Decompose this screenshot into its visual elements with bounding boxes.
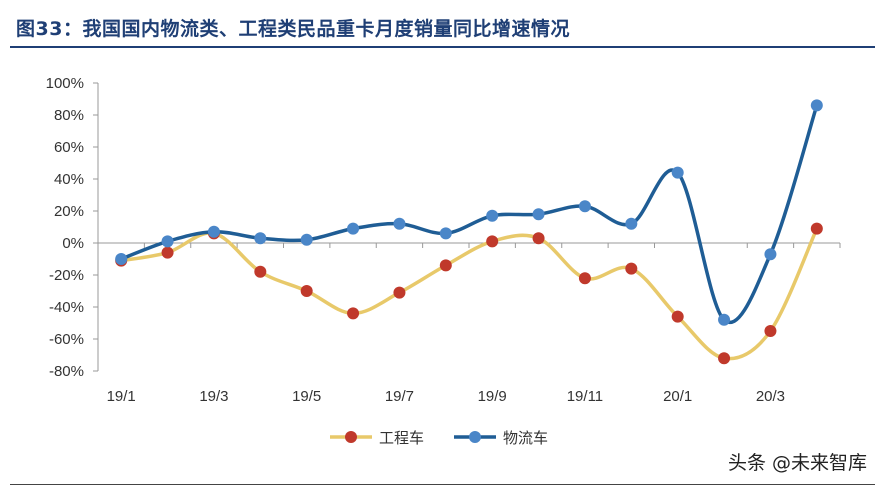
y-tick-label: -40% (49, 299, 84, 316)
data-point (764, 325, 777, 337)
data-point (578, 200, 591, 213)
x-tick-label: 19/1 (107, 388, 136, 405)
legend-marker (469, 431, 481, 443)
x-tick-label: 19/11 (567, 388, 603, 405)
data-point (115, 253, 128, 265)
x-tick-label: 19/7 (385, 388, 414, 405)
x-tick-label: 20/1 (663, 388, 692, 405)
data-point (393, 217, 406, 230)
x-axis: 19/1 19/3 19/5 19/7 19/9 19/11 20/1 20/3 (97, 242, 841, 405)
y-tick-label: 60% (54, 139, 84, 156)
x-tick-label: 19/3 (199, 388, 228, 405)
legend-label: 物流车 (503, 429, 548, 447)
data-point (532, 208, 545, 221)
title-divider (10, 46, 875, 48)
legend-marker (345, 431, 357, 443)
series-2 (115, 99, 823, 326)
data-point (207, 225, 220, 238)
data-point (810, 99, 823, 112)
data-point (671, 166, 684, 179)
legend: 工程车 物流车 (330, 429, 548, 447)
y-tick-label: -60% (49, 331, 84, 348)
data-point (300, 285, 313, 297)
x-tick-label: 19/9 (478, 388, 507, 405)
x-tick-label: 19/5 (292, 388, 321, 405)
data-point (625, 217, 638, 230)
legend-item: 工程车 (330, 429, 424, 447)
data-point (671, 310, 684, 323)
y-tick-label: -20% (49, 267, 84, 284)
data-point (161, 235, 174, 248)
legend-item: 物流车 (454, 429, 548, 447)
legend-label: 工程车 (379, 429, 424, 447)
data-point (254, 232, 267, 245)
data-point (300, 233, 313, 246)
data-point (718, 352, 731, 365)
data-point (347, 307, 360, 320)
data-point (393, 286, 406, 299)
data-point (532, 232, 545, 245)
y-tick-label: 0% (62, 235, 84, 252)
data-point (347, 222, 360, 235)
data-point (578, 272, 591, 285)
y-tick-label: -80% (49, 363, 84, 380)
series-layer (115, 99, 823, 365)
chart-title: 图33：我国国内物流类、工程类民品重卡月度销量同比增速情况 (16, 18, 570, 40)
data-point (718, 313, 731, 326)
data-point (810, 222, 823, 235)
data-point (439, 227, 452, 240)
bottom-divider (10, 484, 875, 485)
y-tick-label: 80% (54, 107, 84, 124)
y-tick-label: 40% (54, 171, 84, 188)
x-tick-label: 20/3 (756, 388, 785, 405)
data-point (486, 209, 499, 222)
y-axis: 100% 80% 60% 40% 20% 0% -20% -40% -60% -80% (46, 75, 99, 380)
y-tick-label: 20% (54, 203, 84, 220)
series-line (120, 104, 819, 324)
data-point (625, 262, 638, 275)
watermark: 头条 @未来智库 (727, 452, 867, 474)
data-point (161, 246, 174, 259)
data-point (439, 259, 452, 272)
data-point (486, 235, 499, 248)
data-point (764, 248, 777, 261)
data-point (254, 265, 267, 278)
y-tick-label: 100% (46, 75, 84, 92)
series-line (120, 227, 819, 361)
